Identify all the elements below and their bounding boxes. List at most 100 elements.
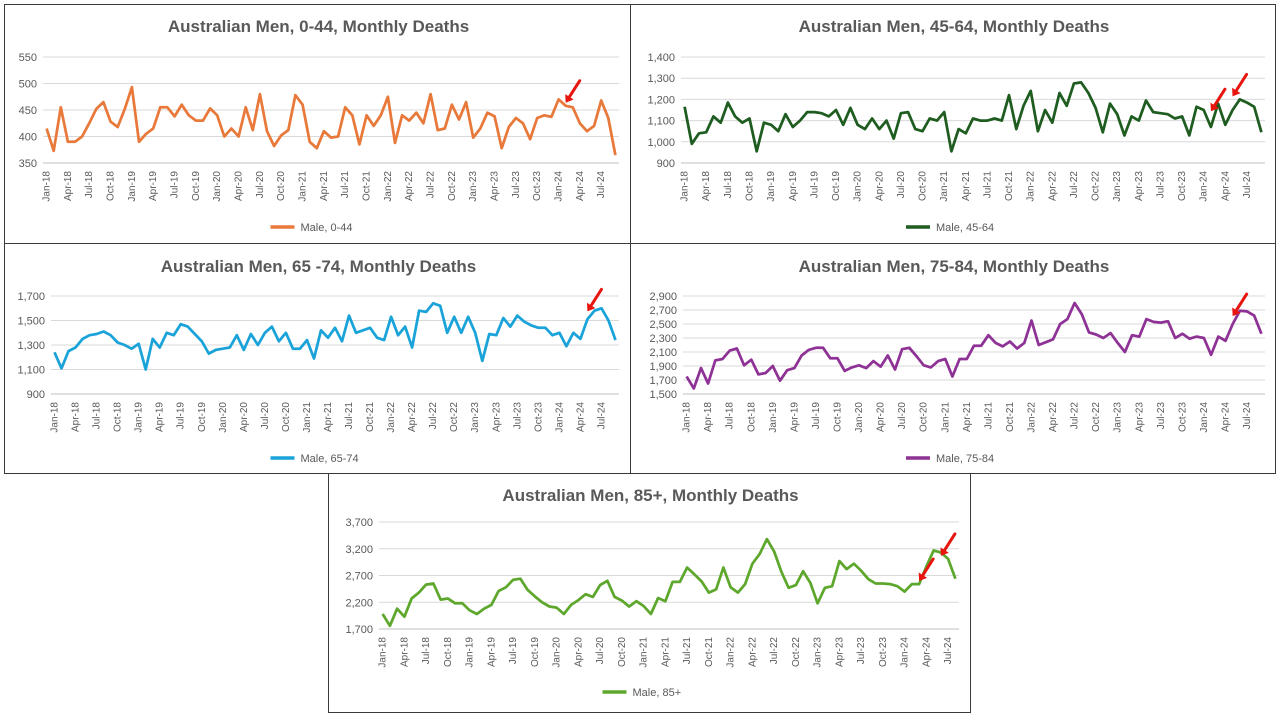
x-tick-label: Oct-19: [197, 402, 208, 432]
x-tick-label: Apr-19: [788, 171, 799, 201]
chart-0-44: Australian Men, 0-44, Monthly Deaths 350 4…: [19, 17, 619, 234]
x-tick-label: Oct-23: [878, 637, 889, 667]
x-tick-label: Apr-22: [747, 637, 758, 667]
y-tick-label: 1,300: [17, 340, 45, 352]
x-tick-label: Jul-19: [176, 402, 187, 430]
x-tick-label: Jul-18: [725, 402, 736, 430]
x-tick-label: Jul-18: [421, 637, 432, 665]
x-tick-label: Oct-20: [919, 402, 930, 432]
x-tick-label: Apr-24: [1220, 171, 1231, 201]
x-tick-label: Apr-21: [323, 402, 334, 432]
x-tick-label: Apr-22: [404, 171, 415, 201]
x-tick-label: Oct-18: [744, 171, 755, 201]
x-tick-label: Jan-23: [1112, 171, 1123, 202]
x-tick-label: Jul-23: [1155, 171, 1166, 199]
annotation-arrow: [565, 79, 582, 103]
x-tick-label: Jan-21: [940, 402, 951, 433]
x-tick-label: Apr-19: [148, 171, 159, 201]
y-tick-label: 1,700: [649, 375, 677, 387]
annotation-arrow: [918, 557, 935, 582]
x-tick-label: Jul-20: [897, 402, 908, 430]
x-tick-label: Apr-24: [921, 637, 932, 667]
x-tick-label: Jan-21: [302, 402, 313, 433]
x-tick-label: Jan-19: [127, 171, 138, 202]
chart-panel-0-44: Australian Men, 0-44, Monthly Deaths 350 4…: [4, 4, 631, 244]
x-tick-label: Oct-19: [530, 637, 541, 667]
x-tick-label: Apr-21: [319, 171, 330, 201]
x-tick-label: Oct-20: [918, 171, 929, 201]
y-tick-label: 1,900: [649, 361, 677, 373]
x-tick-label: Jan-19: [134, 402, 145, 433]
x-tick-label: Jul-20: [896, 171, 907, 199]
y-tick-label: 1,100: [647, 116, 675, 128]
x-tick-label: Jan-21: [939, 171, 950, 202]
chart-panel-85-plus: Australian Men, 85+, Monthly Deaths 1,700…: [328, 473, 971, 713]
x-tick-label: Jan-22: [386, 402, 397, 433]
chart-title: Australian Men, 0-44, Monthly Deaths: [168, 17, 469, 36]
legend-label: Male, 0-44: [301, 222, 353, 234]
x-tick-label: Jan-20: [853, 171, 864, 202]
x-tick-label: Jul-20: [595, 637, 606, 665]
x-tick-label: Jul-24: [596, 171, 607, 199]
legend: Male, 75-84: [906, 453, 994, 465]
legend-label: Male, 85+: [633, 687, 682, 699]
x-tick-label: Jul-24: [1242, 402, 1253, 430]
chart-title: Australian Men, 65 -74, Monthly Deaths: [161, 257, 477, 276]
x-tick-label: Jan-24: [1199, 402, 1210, 433]
y-tick-label: 350: [19, 158, 37, 170]
y-tick-label: 2,900: [649, 291, 677, 303]
y-tick-label: 1,500: [17, 316, 45, 328]
y-tick-label: 1,700: [345, 624, 373, 636]
x-tick-label: Jul-18: [84, 171, 95, 199]
x-tick-label: Jul-21: [340, 171, 351, 199]
x-tick-label: Jan-22: [726, 637, 737, 668]
series-line: [45, 85, 617, 156]
y-tick-label: 500: [19, 79, 37, 91]
x-tick-label: Apr-23: [834, 637, 845, 667]
x-tick-label: Apr-23: [1134, 402, 1145, 432]
x-tick-label: Jan-20: [212, 171, 223, 202]
x-tick-label: Jan-23: [813, 637, 824, 668]
series-line: [685, 301, 1263, 390]
chart-75-84: Australian Men, 75-84, Monthly Deaths 1,5…: [649, 257, 1265, 465]
x-tick-label: Jan-23: [470, 402, 481, 433]
x-tick-label: Apr-20: [239, 402, 250, 432]
x-tick-label: Jan-18: [680, 171, 691, 202]
x-tick-label: Jul-22: [1069, 171, 1080, 199]
y-tick-label: 3,700: [345, 517, 373, 529]
legend: Male, 45-64: [906, 222, 994, 234]
x-tick-label: Oct-20: [617, 637, 628, 667]
x-tick-label: Jul-23: [511, 171, 522, 199]
x-tick-label: Oct-20: [276, 171, 287, 201]
x-tick-label: Apr-23: [1134, 171, 1145, 201]
chart-title: Australian Men, 75-84, Monthly Deaths: [799, 257, 1110, 276]
x-tick-label: Jan-24: [554, 402, 565, 433]
x-tick-label: Jan-19: [768, 402, 779, 433]
x-tick-label: Apr-23: [490, 171, 501, 201]
chart-45-64: Australian Men, 45-64, Monthly Deaths 900…: [647, 17, 1265, 234]
x-tick-label: Jan-24: [900, 637, 911, 668]
x-tick-label: Apr-22: [1047, 171, 1058, 201]
x-tick-label: Apr-20: [234, 171, 245, 201]
y-tick-label: 900: [657, 158, 675, 170]
x-tick-label: Jul-24: [1242, 171, 1253, 199]
x-tick-label: Jul-24: [596, 402, 607, 430]
x-tick-label: Apr-18: [703, 402, 714, 432]
x-tick-label: Apr-22: [407, 402, 418, 432]
x-tick-label: Jul-19: [809, 171, 820, 199]
x-tick-label: Jan-21: [298, 171, 309, 202]
x-tick-label: Oct-18: [746, 402, 757, 432]
x-tick-label: Jul-18: [723, 171, 734, 199]
x-tick-label: Jan-22: [383, 171, 394, 202]
series-line: [683, 81, 1263, 153]
y-tick-label: 2,500: [649, 319, 677, 331]
x-tick-label: Oct-22: [791, 637, 802, 667]
x-tick-label: Jul-20: [255, 171, 266, 199]
x-tick-label: Oct-22: [1091, 402, 1102, 432]
x-tick-label: Oct-23: [1177, 171, 1188, 201]
x-tick-label: Jul-21: [682, 637, 693, 665]
x-tick-label: Jul-23: [856, 637, 867, 665]
x-tick-label: Jul-21: [982, 171, 993, 199]
x-tick-label: Jan-20: [218, 402, 229, 433]
x-tick-label: Jan-23: [468, 171, 479, 202]
